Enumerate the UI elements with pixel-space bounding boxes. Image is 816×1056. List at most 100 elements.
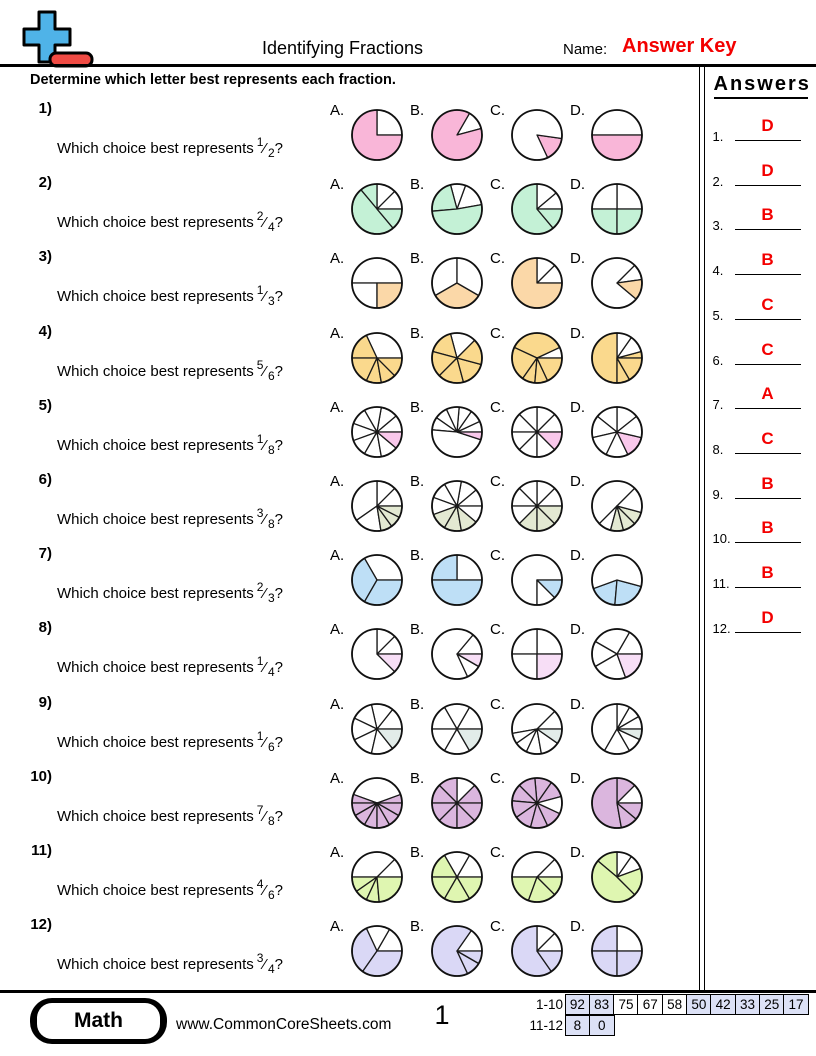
answer-letter: D [761, 607, 774, 627]
answer-number: 7. [712, 397, 724, 413]
answer-item: 2. D [709, 153, 807, 193]
fraction-pie-choice-d [591, 776, 643, 829]
fraction-pie-choice-d [591, 257, 643, 310]
question-number: 7) [38, 545, 52, 563]
fraction-pie-choice-a [351, 183, 403, 236]
fraction-pie-choice-a [351, 925, 403, 978]
grade-cell: 75 [613, 994, 639, 1015]
grade-cell: 50 [685, 994, 712, 1015]
choice-label-b: B. [410, 547, 425, 565]
answer-letter: B [761, 518, 774, 538]
fraction-denominator: 4 [267, 665, 275, 680]
fraction-pie-choice-c [511, 183, 563, 236]
fraction-pie-choice-c [511, 776, 563, 829]
answer-key-value: Answer Key [622, 35, 737, 57]
answers-title: Answers [713, 73, 809, 99]
fraction-pie-choice-b [431, 702, 483, 755]
answer-blank: D [734, 606, 801, 633]
fraction-pie-choice-d [591, 554, 643, 607]
choice-label-a: A. [330, 324, 345, 342]
choice-label-d: D. [570, 621, 585, 639]
footer-divider [0, 990, 816, 993]
answer-number: 5. [712, 307, 724, 323]
fraction-numerator: 5 [256, 357, 264, 372]
page-number: 1 [434, 1000, 450, 1030]
answer-number: 12. [712, 620, 731, 636]
question-prompt: Which choice best represents 2⁄ 3? [57, 580, 283, 606]
choice-label-d: D. [570, 844, 585, 861]
fraction-denominator: 2 [267, 146, 275, 160]
fraction-numerator: 1 [256, 283, 264, 298]
choice-label-c: C. [490, 769, 505, 787]
choice-label-b: B. [410, 621, 425, 639]
answer-blank: C [734, 427, 801, 454]
fraction-pie-choice-b [431, 405, 483, 458]
answer-item: 4. B [709, 242, 807, 282]
choice-label-b: B. [410, 769, 425, 787]
commoncoresheets-logo [22, 10, 94, 68]
question-number: 6) [38, 471, 52, 488]
question-prompt: Which choice best represents 3⁄ 8? [57, 506, 283, 531]
question-prompt: Which choice best represents 2⁄ 4? [57, 209, 283, 235]
grade-cell: 58 [661, 994, 688, 1015]
question-number: 1) [38, 100, 52, 117]
fraction-pie-choice-c [511, 331, 563, 384]
question-prompt: Which choice best represents 1⁄ 6? [57, 728, 283, 754]
answer-letter: B [761, 250, 774, 270]
fraction-pie-choice-a [351, 257, 403, 310]
fraction-denominator: 3 [267, 591, 275, 606]
choice-label-c: C. [490, 621, 505, 639]
fraction-pie-choice-b [431, 331, 483, 384]
question-prompt: Which choice best represents 5⁄ 6? [57, 357, 283, 383]
choice-label-d: D. [570, 250, 585, 268]
fraction-pie-choice-a [351, 776, 403, 829]
choice-label-a: A. [330, 176, 345, 194]
grade-row: 1-10 92 83 75 67 58 50 42 33 25 17 [518, 994, 809, 1016]
fraction-pie-choice-c [511, 702, 563, 755]
website-link[interactable]: www.CommonCoreSheets.com [176, 1016, 392, 1033]
answer-blank: A [734, 382, 801, 410]
fraction-pie-choice-a [351, 405, 403, 458]
fraction-pie-choice-c [511, 851, 563, 903]
choice-label-d: D. [570, 769, 585, 787]
grade-row-label: 11-12 [529, 1017, 563, 1033]
question-number: 4) [38, 322, 52, 340]
choice-label-a: A. [330, 844, 345, 861]
fraction-denominator: 6 [267, 888, 275, 902]
question-number: 12) [30, 916, 52, 934]
answer-number: 2. [712, 173, 724, 189]
choice-label-b: B. [410, 473, 425, 490]
fraction-denominator: 4 [267, 962, 275, 977]
fraction-denominator: 8 [267, 517, 275, 531]
choice-label-d: D. [570, 102, 585, 119]
answer-number: 6. [712, 352, 724, 368]
choice-label-d: D. [570, 176, 585, 194]
choice-label-b: B. [410, 250, 425, 268]
fraction-pie-choice-c [511, 554, 563, 607]
grade-cell: 0 [588, 1014, 615, 1036]
question-row: 2) Which choice best represents 2⁄ 4? A. B. C.… [0, 172, 700, 246]
answer-number: 8. [712, 441, 724, 457]
math-badge: Math [30, 998, 167, 1044]
question-row: 10) Which choice best represents 7⁄ 8? A. B. C… [0, 766, 700, 840]
answer-blank: B [734, 561, 801, 588]
question-prompt: Which choice best represents 7⁄ 8? [57, 802, 283, 828]
fraction-pie-choice-b [431, 851, 483, 903]
answer-number: 11. [712, 576, 730, 591]
choice-label-d: D. [570, 473, 585, 490]
choice-label-c: C. [490, 695, 505, 713]
fraction-pie-choice-d [591, 925, 643, 978]
answer-blank: C [734, 338, 801, 365]
fraction-numerator: 7 [256, 802, 264, 817]
fraction-pie-choice-b [431, 628, 483, 681]
fraction-pie-choice-c [511, 628, 563, 681]
fraction-numerator: 1 [256, 654, 264, 669]
choice-label-c: C. [490, 176, 505, 194]
page-title: Identifying Fractions [261, 38, 424, 58]
question-prompt: Which choice best represents 3⁄ 4? [57, 951, 283, 977]
choice-label-a: A. [330, 769, 345, 787]
fraction-numerator: 3 [256, 951, 264, 966]
answer-blank: B [734, 516, 801, 544]
answer-letter: B [761, 473, 774, 493]
